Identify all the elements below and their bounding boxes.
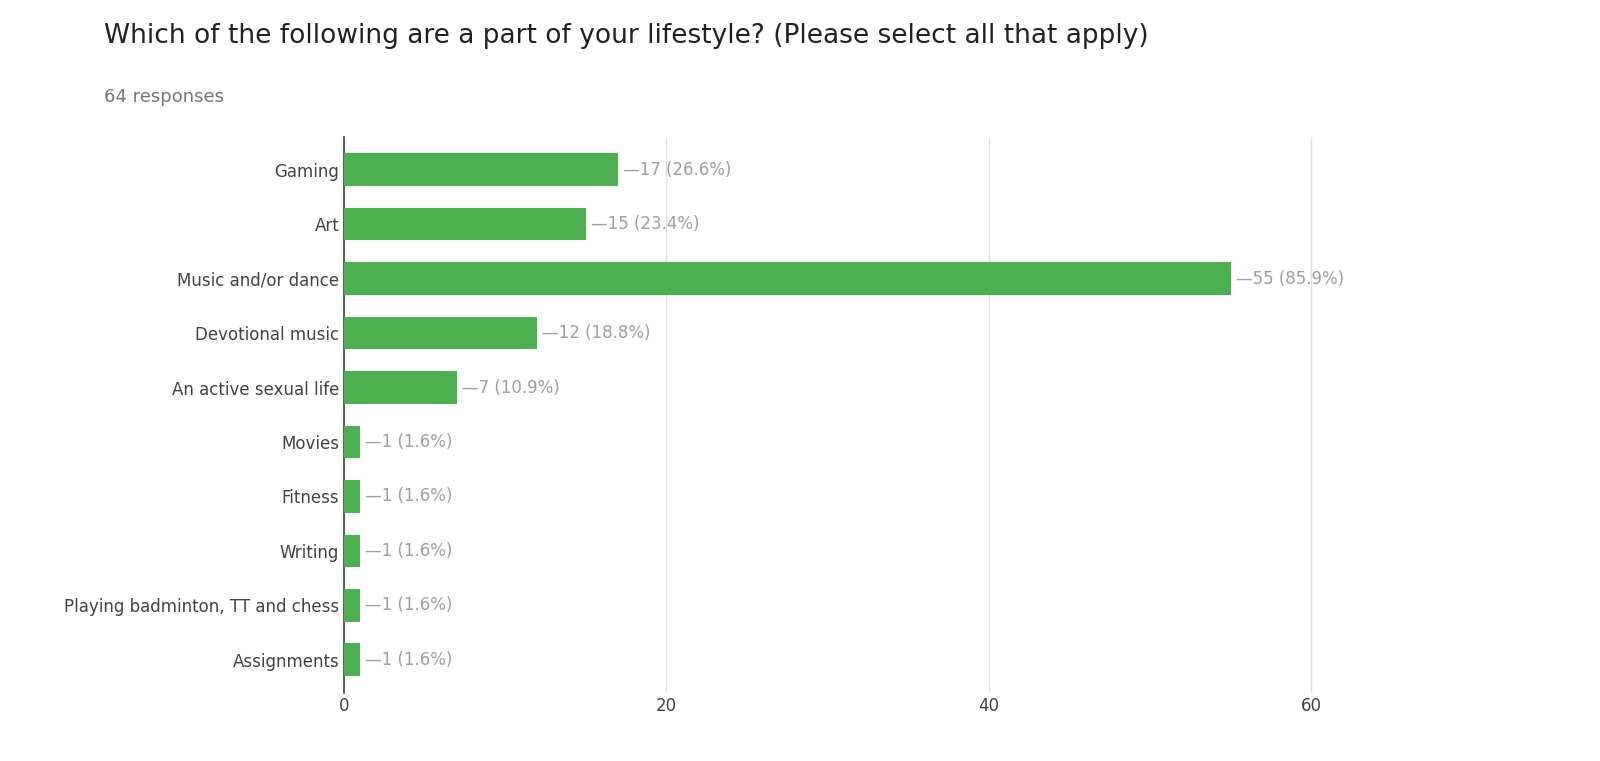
Text: —7 (10.9%): —7 (10.9%)	[462, 378, 560, 396]
Bar	[344, 371, 458, 404]
Bar	[344, 425, 360, 458]
Text: —1 (1.6%): —1 (1.6%)	[365, 597, 453, 614]
Text: Which of the following are a part of your lifestyle? (Please select all that app: Which of the following are a part of you…	[104, 23, 1149, 49]
Bar	[344, 534, 360, 567]
Text: —1 (1.6%): —1 (1.6%)	[365, 488, 453, 505]
Text: —12 (18.8%): —12 (18.8%)	[542, 324, 651, 342]
Text: —15 (23.4%): —15 (23.4%)	[590, 215, 699, 233]
Bar	[344, 208, 586, 240]
Text: —55 (85.9%): —55 (85.9%)	[1235, 269, 1344, 288]
Bar	[344, 644, 360, 677]
Bar	[344, 480, 360, 513]
Text: —17 (26.6%): —17 (26.6%)	[622, 161, 731, 179]
Text: —1 (1.6%): —1 (1.6%)	[365, 542, 453, 560]
Bar	[344, 317, 538, 349]
Text: —1 (1.6%): —1 (1.6%)	[365, 433, 453, 451]
Bar	[344, 589, 360, 622]
Text: 64 responses: 64 responses	[104, 88, 224, 106]
Bar	[344, 263, 1230, 295]
Text: —1 (1.6%): —1 (1.6%)	[365, 651, 453, 669]
Bar	[344, 153, 618, 186]
